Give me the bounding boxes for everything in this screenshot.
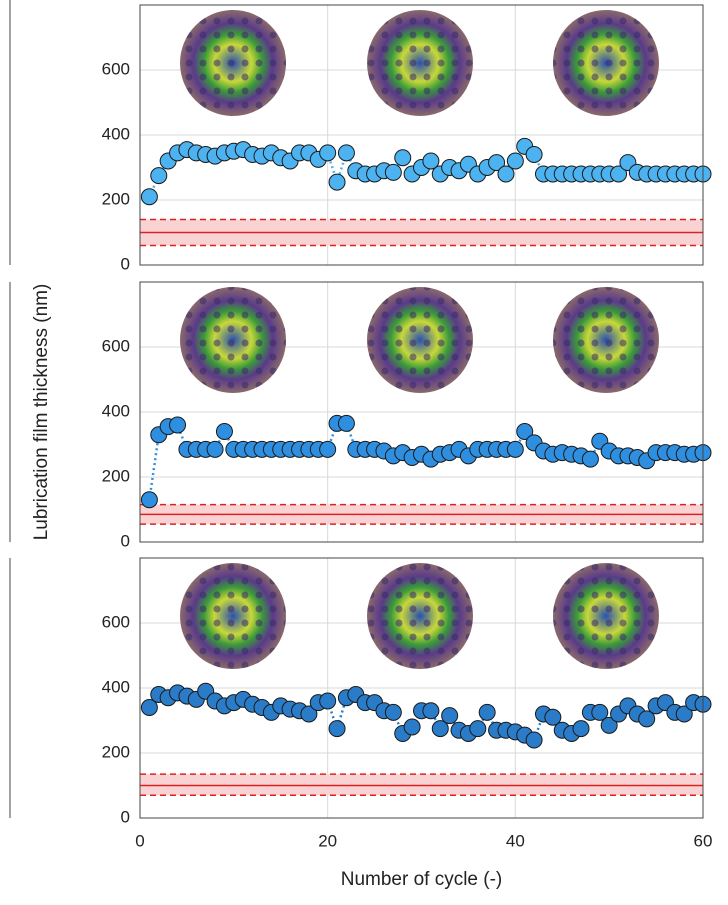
y-tick-label: 400 — [102, 401, 130, 420]
data-point — [544, 708, 562, 726]
x-tick-label: 0 — [135, 831, 144, 850]
data-point — [215, 423, 233, 440]
data-point — [422, 152, 440, 170]
data-point — [441, 707, 459, 725]
interference-image-texture — [553, 563, 659, 669]
y-tick-label: 600 — [102, 336, 130, 355]
y-tick-label: 600 — [102, 612, 130, 631]
x-tick-label: 40 — [506, 831, 525, 850]
plot-frame — [139, 557, 704, 819]
y-tick-label: 200 — [102, 466, 130, 485]
data-point — [506, 152, 524, 170]
data-point — [140, 491, 158, 509]
y-tick-label: 200 — [102, 189, 130, 208]
data-point — [140, 188, 158, 206]
data-point — [384, 703, 402, 721]
y-tick-label: 400 — [102, 124, 130, 143]
data-point — [300, 705, 318, 723]
data-point — [638, 710, 656, 728]
data-point — [431, 720, 449, 738]
x-tick-label: 20 — [318, 831, 337, 850]
data-point — [525, 731, 543, 749]
x-tick-label: 60 — [694, 831, 713, 850]
interference-image-texture — [553, 287, 659, 393]
data-point — [525, 146, 543, 163]
data-point — [516, 423, 534, 440]
data-point — [591, 703, 609, 721]
y-axis-label: Lubrication film thickness (nm) — [31, 284, 52, 541]
data-point — [384, 163, 402, 181]
y-tick-label: 400 — [102, 677, 130, 696]
data-point — [488, 154, 506, 172]
data-point — [497, 165, 515, 183]
y-tick-label: 200 — [102, 742, 130, 761]
interference-image-texture — [180, 10, 286, 116]
interference-image-texture — [553, 10, 659, 116]
plot-frame — [139, 4, 704, 266]
data-point — [469, 720, 487, 738]
data-point — [206, 440, 224, 458]
data-point — [600, 716, 618, 734]
data-point — [610, 165, 628, 183]
plot-frame — [139, 281, 704, 543]
x-axis-label: Number of cycle (-) — [341, 869, 503, 890]
y-tick-label: 0 — [121, 531, 130, 550]
data-point — [581, 450, 599, 468]
data-point — [169, 416, 187, 434]
y-tick-label: 600 — [102, 59, 130, 78]
interference-image-texture — [367, 10, 473, 116]
data-point — [403, 718, 421, 736]
data-point — [328, 720, 346, 738]
interference-image-texture — [180, 287, 286, 393]
interference-image-texture — [180, 563, 286, 669]
data-point — [140, 699, 158, 716]
data-point — [422, 702, 440, 720]
data-point — [319, 440, 337, 458]
reference-band — [140, 774, 703, 796]
data-point — [478, 703, 496, 721]
data-point — [319, 144, 337, 162]
interference-image-texture — [367, 287, 473, 393]
interference-image-texture — [367, 563, 473, 669]
data-point — [394, 149, 412, 167]
data-point — [572, 720, 590, 738]
data-point — [337, 144, 355, 162]
data-point — [506, 440, 524, 458]
data-point — [150, 167, 168, 185]
data-point — [328, 173, 346, 191]
data-point — [675, 705, 693, 723]
y-tick-label: 0 — [121, 254, 130, 273]
y-tick-label: 0 — [121, 807, 130, 826]
data-point — [337, 414, 355, 432]
data-point — [319, 692, 337, 710]
